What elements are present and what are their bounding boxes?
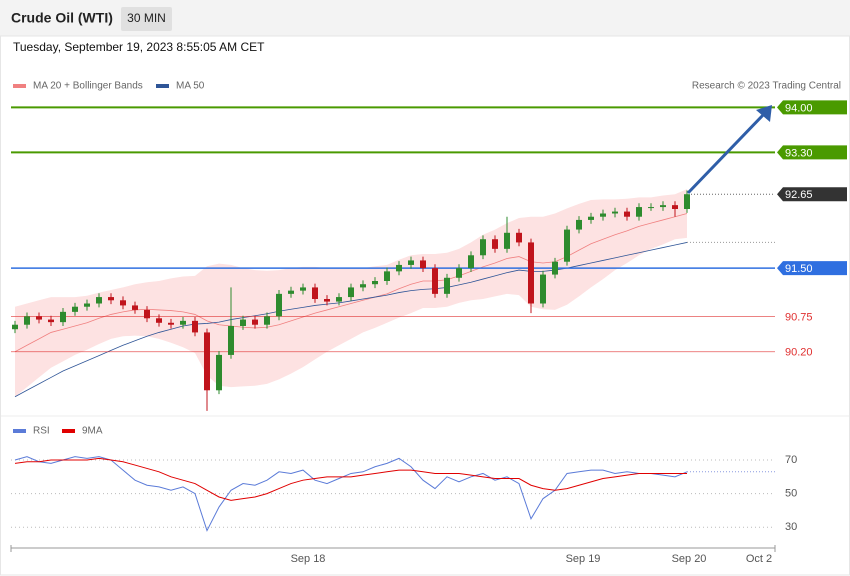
candle-body xyxy=(552,261,558,275)
x-label: Sep 20 xyxy=(672,553,707,565)
rsi-line xyxy=(14,457,687,501)
timeframe-box xyxy=(121,7,172,31)
candle-body xyxy=(228,326,234,355)
candle-body xyxy=(468,255,474,269)
legend-swatch xyxy=(62,429,75,433)
level-tag xyxy=(777,187,847,202)
credit: Research © 2023 Trading Central xyxy=(692,81,841,92)
datetime: Tuesday, September 19, 2023 8:55:05 AM C… xyxy=(13,40,265,54)
candle-body xyxy=(288,290,294,294)
candle-body xyxy=(336,297,342,302)
legend-label: RSI xyxy=(33,426,50,437)
candle-body xyxy=(672,205,678,209)
timeframe: 30 MIN xyxy=(127,11,166,25)
y-tick-label: 30 xyxy=(785,521,797,533)
candle-body xyxy=(588,216,594,220)
candle-body xyxy=(564,229,570,262)
candle-body xyxy=(480,239,486,256)
price-panel: MA 20 + Bollinger Bands MA 50 94.00 93.30 92… xyxy=(11,81,847,411)
legend-label: MA 20 + Bollinger Bands xyxy=(33,81,143,92)
candle-body xyxy=(348,287,354,298)
candle-body xyxy=(504,232,510,249)
candle-body xyxy=(300,287,306,291)
candle-body xyxy=(360,284,366,288)
candle-body xyxy=(144,309,150,319)
candle-body xyxy=(432,268,438,294)
candle-body xyxy=(684,194,690,209)
candle-body xyxy=(660,205,666,208)
candle-body xyxy=(540,274,546,304)
candle-body xyxy=(252,319,258,325)
candle-body xyxy=(612,211,618,214)
ma20-line xyxy=(14,213,688,353)
legend-swatch xyxy=(13,429,26,433)
y-tick-label: 50 xyxy=(785,488,797,500)
arrow-head xyxy=(756,105,772,122)
candle-body xyxy=(12,324,18,330)
level-label: 94.00 xyxy=(785,102,813,114)
candle-body xyxy=(600,213,606,217)
y-tick-label: 70 xyxy=(785,454,797,466)
candle-body xyxy=(492,239,498,249)
candle-body xyxy=(264,316,270,325)
candle-body xyxy=(96,297,102,304)
candle-body xyxy=(456,268,462,278)
title: Crude Oil (WTI) xyxy=(11,10,113,26)
candle-body xyxy=(180,320,186,325)
candle-body xyxy=(108,297,114,301)
legend-label: 9MA xyxy=(82,426,103,437)
candle-body xyxy=(132,305,138,310)
candle-body xyxy=(516,232,522,243)
candle-body xyxy=(156,318,162,323)
candle-body xyxy=(36,316,42,320)
candle-body xyxy=(384,271,390,281)
level-tag xyxy=(777,100,847,115)
level-tag xyxy=(777,261,847,276)
level-label: 93.30 xyxy=(785,147,813,159)
candle-body xyxy=(372,281,378,285)
candle-body xyxy=(24,316,30,325)
level-label: 91.50 xyxy=(785,263,813,275)
x-label: Sep 19 xyxy=(566,553,601,565)
legend-swatch xyxy=(13,84,26,88)
level-label: 90.20 xyxy=(785,347,813,359)
candle-body xyxy=(276,293,282,317)
level-label: 90.75 xyxy=(785,311,813,323)
legend-label: MA 50 xyxy=(176,81,205,92)
candle-body xyxy=(312,287,318,299)
legend-swatch xyxy=(156,84,169,88)
candle-body xyxy=(444,277,450,294)
candle-body xyxy=(120,300,126,306)
candle-body xyxy=(408,260,414,265)
rsi-panel: 70 50 30 RSI 9MA xyxy=(11,426,797,533)
candle-body xyxy=(624,211,630,217)
x-label: Oct 2 xyxy=(746,553,772,565)
candle-body xyxy=(192,320,198,333)
candle-body xyxy=(216,354,222,391)
candle-body xyxy=(324,299,330,302)
candle-body xyxy=(576,219,582,230)
candle-body xyxy=(648,207,654,209)
candle-body xyxy=(84,303,90,307)
candle-body xyxy=(636,207,642,217)
candle-body xyxy=(240,319,246,326)
level-tag xyxy=(777,145,847,160)
candle-body xyxy=(72,306,78,312)
x-label: Sep 18 xyxy=(291,553,326,565)
rsi-line xyxy=(14,456,688,532)
candle-body xyxy=(168,322,174,325)
candle-body xyxy=(48,319,54,323)
candle-body xyxy=(528,242,534,304)
candle-body xyxy=(60,311,66,323)
level-label: 92.65 xyxy=(785,189,813,201)
candle-body xyxy=(204,332,210,391)
candle-body xyxy=(396,264,402,272)
candle-body xyxy=(420,260,426,269)
forecast-arrow xyxy=(686,112,766,195)
